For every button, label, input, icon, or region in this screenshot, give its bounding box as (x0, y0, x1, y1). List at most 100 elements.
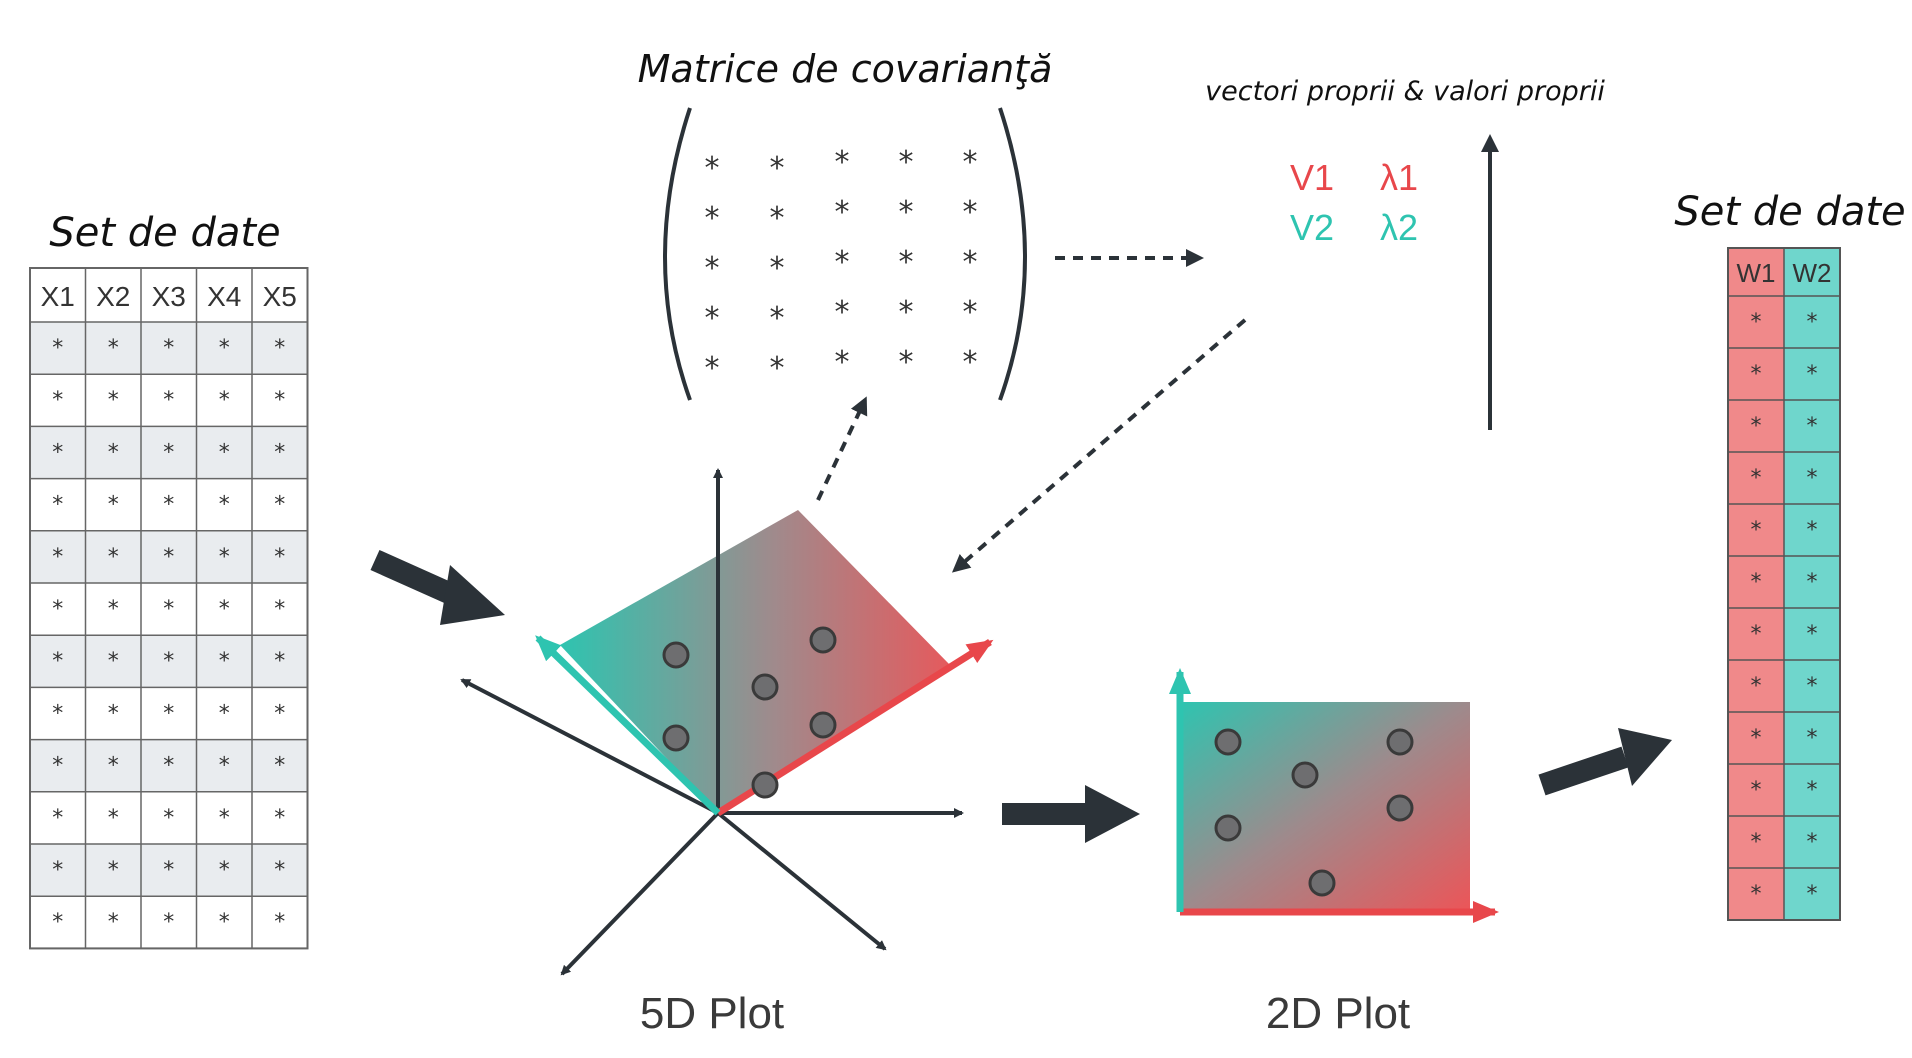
data-point (751, 673, 779, 701)
matrix-cell: * (705, 351, 720, 386)
table-cell: * (1751, 362, 1762, 387)
data-point (1214, 814, 1242, 842)
principal-axis-2 (535, 635, 721, 816)
table-cell: * (1807, 622, 1818, 647)
table-cell: * (52, 388, 63, 413)
table-cell: * (274, 649, 285, 674)
column-header: X1 (41, 281, 75, 312)
table-cell: * (274, 597, 285, 622)
table-cell: * (52, 858, 63, 883)
table-cell: * (108, 545, 119, 570)
table-cell: * (163, 440, 174, 465)
table-cell: * (1751, 726, 1762, 751)
table-cell: * (1807, 414, 1818, 439)
row-shade (30, 530, 308, 583)
table-cell: * (163, 493, 174, 518)
eigenvector-2: V2 (1290, 207, 1334, 248)
table-cell: * (108, 806, 119, 831)
table-cell: * (274, 910, 285, 935)
matrix-cell: * (963, 195, 978, 230)
table-cell: * (108, 754, 119, 779)
matrix-cell: * (963, 245, 978, 280)
table-cell: * (52, 806, 63, 831)
matrix-cell: * (963, 295, 978, 330)
table-cell: * (52, 754, 63, 779)
table-cell: * (274, 388, 285, 413)
table-cell: * (219, 858, 230, 883)
plot-5d-label: 5D Plot (640, 989, 784, 1038)
table-cell: * (52, 910, 63, 935)
axis-arrow-icon (460, 678, 719, 815)
table-cell: * (1751, 570, 1762, 595)
matrix-cell: * (770, 251, 785, 286)
table-cell: * (1751, 674, 1762, 699)
data-point (1386, 728, 1414, 756)
table-cell: * (163, 545, 174, 570)
row-shade (30, 322, 308, 375)
table-cell: * (1807, 310, 1818, 335)
data-point (1386, 794, 1414, 822)
plot-5d: 5D Plot (460, 468, 994, 1038)
table-cell: * (108, 858, 119, 883)
table-cell: * (1751, 466, 1762, 491)
table-cell: * (219, 336, 230, 361)
table-cell: * (163, 858, 174, 883)
left-bracket (663, 107, 692, 401)
left-dataset-title: Set de date (49, 210, 280, 256)
matrix-cell: * (705, 251, 720, 286)
table-cell: * (163, 597, 174, 622)
table-cell: * (219, 649, 230, 674)
matrix-cell: * (963, 345, 978, 380)
table-cell: * (219, 701, 230, 726)
covariance-title: Matrice de covarianţă (638, 47, 1053, 91)
table-cell: * (52, 649, 63, 674)
table-cell: * (108, 910, 119, 935)
table-cell: * (274, 806, 285, 831)
table-cell: * (1751, 778, 1762, 803)
table-cell: * (274, 545, 285, 570)
table-cell: * (108, 493, 119, 518)
table-cell: * (219, 754, 230, 779)
axis-arrow-icon (716, 811, 887, 951)
data-point (662, 641, 690, 669)
eigenvalue-1: λ1 (1380, 157, 1418, 198)
table-cell: * (163, 754, 174, 779)
column-fill (1728, 248, 1784, 920)
data-point (1308, 869, 1336, 897)
table-cell: * (1807, 726, 1818, 751)
projection-plane (560, 510, 950, 813)
right-bracket (998, 107, 1027, 401)
table-cell: * (274, 701, 285, 726)
matrix-cell: * (705, 201, 720, 236)
matrix-cell: * (835, 295, 850, 330)
eigenvalue-2: λ2 (1380, 207, 1418, 248)
table-cell: * (219, 440, 230, 465)
table-cell: * (108, 388, 119, 413)
matrix-cell: * (899, 345, 914, 380)
dotted-arrow-icon (951, 318, 1247, 573)
matrix-cell: * (770, 151, 785, 186)
eigenvector-1: V1 (1290, 157, 1334, 198)
covariance-cells: * * * * * * * * * * * * * * * * * * * * * * * * * (705, 145, 978, 386)
dotted-arrow-icon (816, 396, 868, 501)
table-cell: * (52, 597, 63, 622)
left-dataset: Set de date X1 X2 X3 X4 X5 * * * * * * * * * * * * * * * * * *… (29, 210, 309, 950)
column-header: X4 (207, 281, 241, 312)
matrix-cell: * (835, 345, 850, 380)
table-cell: * (1807, 674, 1818, 699)
table-cell: * (219, 545, 230, 570)
table-cell: * (274, 754, 285, 779)
table-cell: * (163, 649, 174, 674)
table-cell: * (1751, 310, 1762, 335)
table-cell: * (1751, 414, 1762, 439)
matrix-cell: * (705, 151, 720, 186)
matrix-cell: * (770, 351, 785, 386)
data-point (1214, 728, 1242, 756)
table-cell: * (163, 910, 174, 935)
left-data-table: X1 X2 X3 X4 X5 * * * * * * * * * * * * * * * * * * * * * * * * * * * * * *… (29, 267, 309, 950)
right-dataset-title: Set de date (1674, 189, 1905, 235)
table-cell: * (108, 440, 119, 465)
table-cell: * (274, 336, 285, 361)
table-cell: * (1807, 466, 1818, 491)
